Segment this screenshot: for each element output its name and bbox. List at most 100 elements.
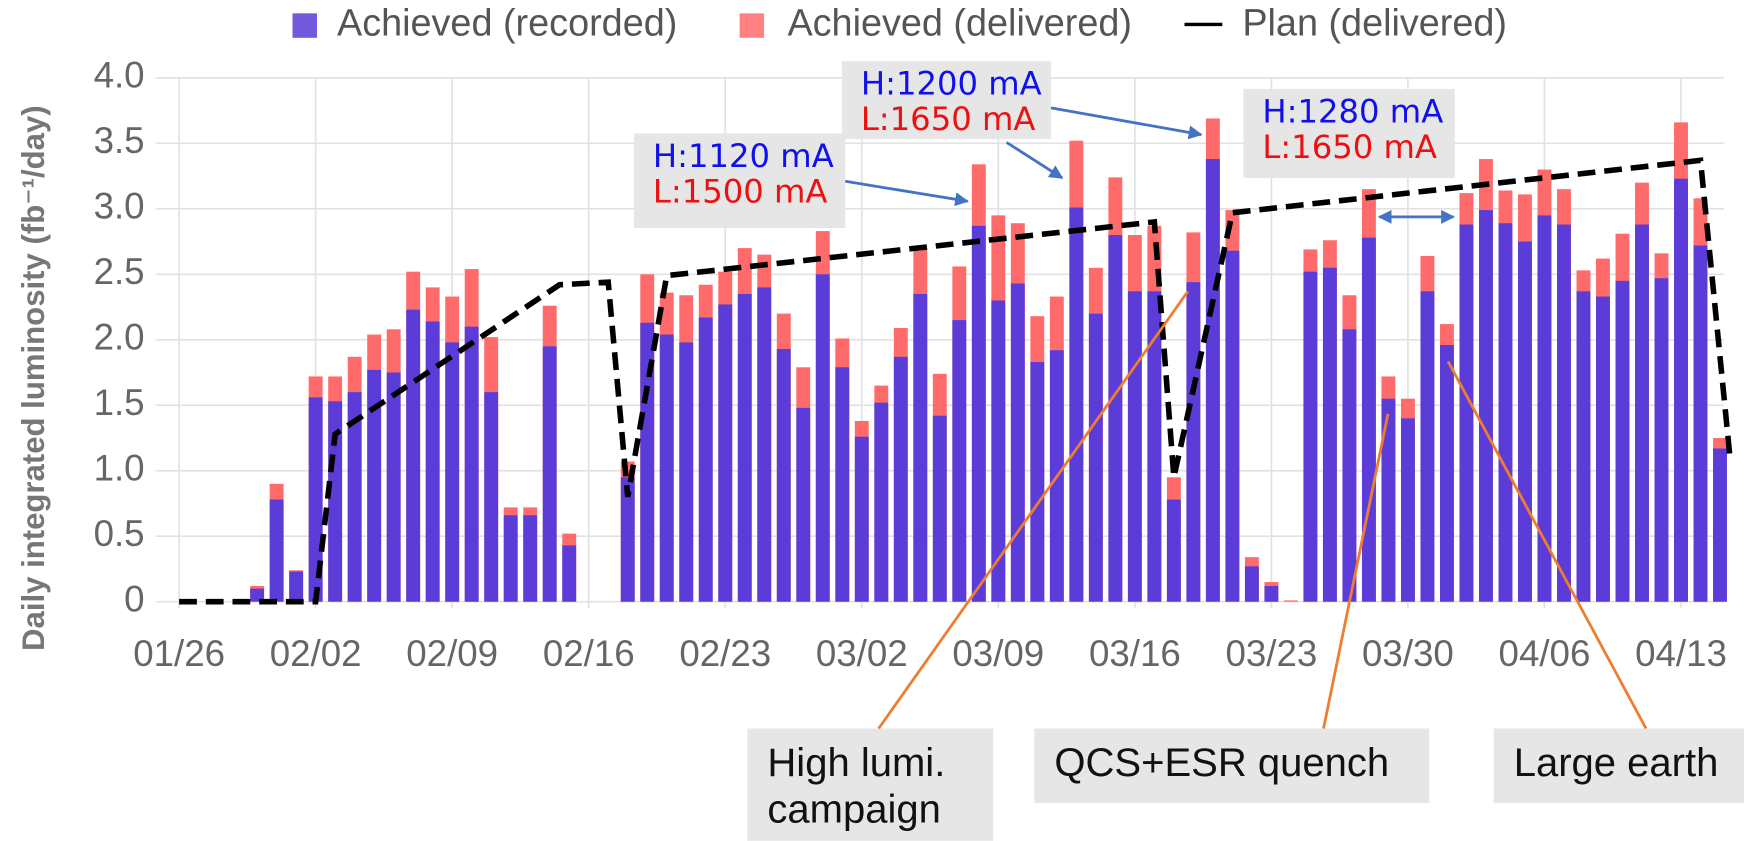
- annotation-box: [1034, 728, 1430, 804]
- y-tick-label: 3.5: [94, 120, 145, 161]
- arrow: [845, 179, 969, 207]
- plot-root: Daily integrated luminosity (fb⁻¹/day) 0…: [16, 3, 1744, 841]
- bar: [991, 300, 1006, 602]
- bar: [503, 515, 518, 602]
- bar: [1303, 271, 1318, 602]
- x-tick-label: 03/09: [952, 633, 1044, 674]
- bar: [1225, 250, 1240, 602]
- annotation-text: QCS+ESR quench: [1054, 741, 1389, 785]
- bar: [386, 372, 401, 602]
- x-tick-label: 03/02: [816, 633, 908, 674]
- bar: [1439, 345, 1454, 602]
- arrow: [1005, 141, 1064, 180]
- bar: [913, 293, 928, 602]
- bar: [484, 392, 499, 602]
- arrow: [1050, 106, 1203, 140]
- bar: [1166, 499, 1181, 602]
- bar: [620, 477, 635, 602]
- bar: [1361, 237, 1376, 602]
- annotation-box: [1243, 88, 1455, 178]
- bar: [1420, 291, 1435, 602]
- x-tick-label: 04/06: [1499, 633, 1591, 674]
- x-tick-label: 01/26: [133, 633, 225, 674]
- bar: [562, 545, 577, 602]
- bar: [874, 402, 889, 602]
- y-tick-label: 1.0: [94, 447, 145, 488]
- bar: [1654, 278, 1669, 602]
- y-tick-label: 0.5: [94, 513, 145, 554]
- y-tick-label: 2.0: [94, 316, 145, 357]
- bar: [971, 225, 986, 602]
- bar: [1108, 235, 1123, 602]
- bar: [406, 309, 421, 602]
- legend-label: Achieved (delivered): [787, 3, 1132, 45]
- bar: [893, 356, 908, 602]
- bar: [347, 392, 362, 602]
- bar: [1459, 224, 1474, 602]
- legend-icon: [739, 13, 765, 38]
- pointer-line: [1322, 413, 1390, 729]
- bar: [1030, 362, 1045, 602]
- bar: [523, 515, 538, 602]
- annotation-text: High lumi.: [767, 741, 945, 785]
- pointer-line: [877, 290, 1189, 730]
- bar: [1498, 223, 1513, 602]
- bar: [1069, 207, 1084, 602]
- y-tick-label: 1.5: [94, 382, 145, 423]
- annotation-text: L:1650 mA: [861, 100, 1036, 138]
- bar: [737, 293, 752, 602]
- bar: [1283, 600, 1298, 602]
- bar: [854, 436, 869, 602]
- bar: [542, 346, 557, 602]
- bar: [1596, 296, 1610, 602]
- bar: [776, 348, 791, 602]
- annotation-text: L:1500 mA: [653, 173, 828, 211]
- x-tick-label: 02/02: [270, 633, 362, 674]
- bar: [445, 342, 460, 602]
- bar: [1518, 241, 1532, 602]
- bar: [425, 321, 440, 602]
- bar: [1478, 210, 1493, 602]
- bar: [835, 367, 850, 602]
- bar: [1127, 291, 1142, 602]
- annotation-text: Large earth: [1514, 741, 1719, 785]
- x-tick-label: 03/23: [1225, 633, 1317, 674]
- legend-icon: [292, 13, 317, 38]
- bar: [1693, 245, 1708, 602]
- bar: [718, 304, 733, 602]
- legend-label: Plan (delivered): [1242, 3, 1507, 45]
- bar: [1264, 585, 1279, 602]
- y-tick-label: 2.5: [94, 251, 145, 292]
- annotation-text: H:1280 mA: [1262, 92, 1443, 130]
- bar: [1186, 282, 1201, 602]
- x-tick-label: 03/30: [1362, 633, 1454, 674]
- annotation-box: [1493, 728, 1744, 804]
- bar: [1537, 215, 1552, 602]
- bar: [1557, 224, 1571, 602]
- bar: [1674, 178, 1688, 602]
- bar: [1342, 329, 1357, 602]
- bar: [328, 401, 343, 602]
- x-tick-label: 03/16: [1089, 633, 1181, 674]
- bar: [250, 588, 265, 602]
- x-tick-label: 02/16: [543, 633, 635, 674]
- bar: [1381, 398, 1396, 602]
- bar: [659, 334, 674, 602]
- bar: [464, 326, 479, 602]
- annotation-text: H:1200 mA: [861, 65, 1042, 103]
- bar: [1713, 448, 1727, 602]
- annotation-text: L:1650 mA: [1262, 128, 1437, 166]
- bar: [952, 320, 967, 602]
- y-tick-label: 4.0: [94, 55, 145, 96]
- y-tick-label: 3.0: [94, 186, 145, 227]
- annotation-text: campaign: [767, 787, 941, 831]
- bar: [1205, 159, 1220, 602]
- x-tick-label: 02/09: [406, 633, 498, 674]
- legend-label: Achieved (recorded): [337, 3, 677, 45]
- bar: [1147, 291, 1162, 602]
- bar: [1635, 224, 1649, 602]
- bar: [1322, 267, 1337, 602]
- bar: [1615, 280, 1630, 602]
- annotation-text: H:1120 mA: [653, 137, 834, 175]
- bar: [367, 369, 382, 602]
